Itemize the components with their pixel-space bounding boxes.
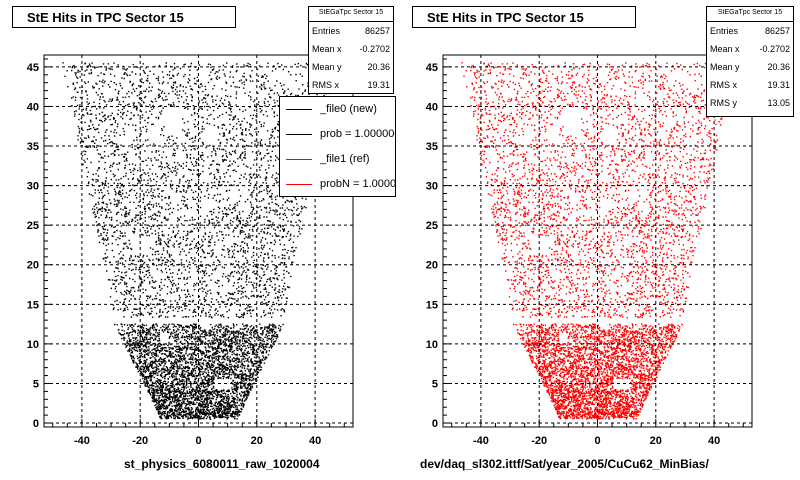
right-panel: -40 -20 0 20 40 0 5 10 15 20 25 30 35 40 45 StE Hits i… [400, 0, 800, 480]
x-tick-label: 40 [309, 435, 321, 447]
x-tick-label: 0 [594, 435, 600, 447]
right-x-axis-label: dev/daq_sl302.ittf/Sat/year_2005/CuCu62_… [420, 457, 709, 471]
y-tick-label: 15 [27, 299, 39, 311]
y-tick-label: 25 [27, 220, 39, 232]
left-stats-header: StEGaTpc Sector 15 [309, 7, 393, 22]
scatter-points [62, 62, 336, 420]
x-tick-label: -40 [473, 435, 489, 447]
y-tick-label: 40 [426, 101, 438, 113]
x-tick-label: -20 [132, 435, 148, 447]
right-plot: -40 -20 0 20 40 0 5 10 15 20 25 30 35 40 45 [426, 54, 753, 447]
left-plot-title: StE Hits in TPC Sector 15 [12, 6, 236, 28]
scatter-markers [461, 62, 735, 420]
left-stats-row: Mean y 20.36 [312, 62, 390, 72]
scatter-markers [62, 62, 336, 420]
y-tick-label: 0 [33, 418, 39, 430]
y-tick-label: 45 [426, 62, 438, 74]
left-x-axis-label: st_physics_6080011_raw_1020004 [124, 457, 320, 471]
right-stats-row: RMS y 13.05 [710, 98, 790, 108]
y-tick-label: 10 [426, 339, 438, 351]
y-tick-label: 20 [426, 260, 438, 272]
left-panel: -40 -20 0 20 40 0 5 10 15 20 25 30 35 40 45 StE Hits i… [12, 6, 396, 471]
right-stats-row: Mean y 20.36 [710, 62, 790, 72]
legend-swatch [286, 184, 312, 185]
y-tick-label: 10 [27, 339, 39, 351]
y-tick-label: 40 [27, 101, 39, 113]
right-stats-row: Entries 86257 [710, 26, 790, 36]
scatter-points [461, 62, 735, 420]
right-stats-box: StEGaTpc Sector 15 Entries 86257 Mean x -0… [706, 6, 794, 117]
legend: _file0 (new) prob = 1.000000 _file1 (ref… [279, 96, 396, 197]
y-tick-label: 5 [33, 378, 39, 390]
y-tick-label: 35 [27, 141, 39, 153]
x-tick-label: 20 [650, 435, 662, 447]
x-tick-label: -40 [74, 435, 90, 447]
legend-swatch [286, 159, 312, 160]
right-stats-row: Mean x -0.2702 [710, 44, 790, 54]
right-stats-row: RMS x 19.31 [710, 80, 790, 90]
right-stats-header: StEGaTpc Sector 15 [707, 7, 793, 22]
right-plot-title: StE Hits in TPC Sector 15 [412, 6, 636, 28]
legend-entry-prob: prob = 1.000000 [280, 122, 395, 147]
y-tick-label: 35 [426, 141, 438, 153]
x-tick-label: -20 [531, 435, 547, 447]
left-stats-row: Entries 86257 [312, 26, 390, 36]
x-tick-label: 40 [708, 435, 720, 447]
y-tick-label: 45 [27, 62, 39, 74]
y-tick-label: 20 [27, 260, 39, 272]
left-stats-row: Mean x -0.2702 [312, 44, 390, 54]
legend-entry-file1: _file1 (ref) [280, 147, 395, 172]
legend-swatch [286, 134, 312, 135]
legend-entry-file0: _file0 (new) [280, 97, 395, 122]
legend-swatch [286, 109, 312, 110]
y-tick-label: 25 [426, 220, 438, 232]
left-stats-box: StEGaTpc Sector 15 Entries 86257 Mean x -0… [308, 6, 394, 94]
y-tick-label: 30 [426, 181, 438, 193]
legend-entry-probn: probN = 1.000000 [280, 172, 395, 196]
y-tick-label: 0 [432, 418, 438, 430]
y-tick-label: 15 [426, 299, 438, 311]
x-tick-label: 20 [251, 435, 263, 447]
left-stats-row: RMS x 19.31 [312, 80, 390, 90]
x-tick-label: 0 [195, 435, 201, 447]
y-tick-label: 5 [432, 378, 438, 390]
y-tick-label: 30 [27, 181, 39, 193]
